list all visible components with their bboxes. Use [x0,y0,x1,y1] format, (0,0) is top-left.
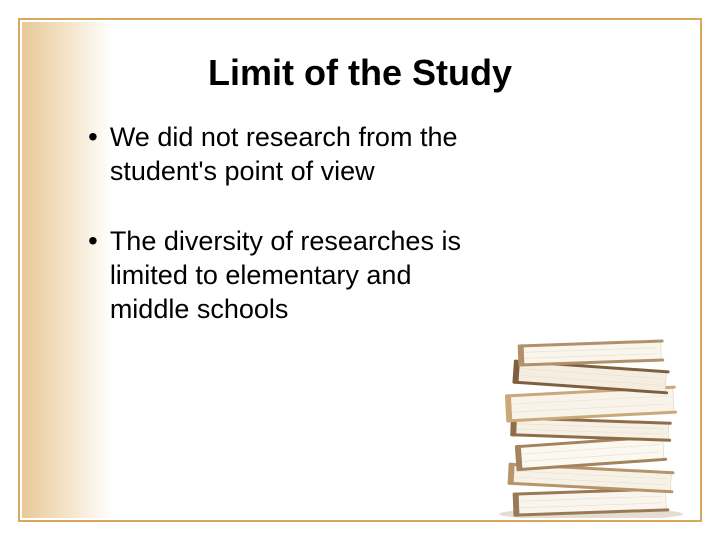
bullet-text: The diversity of researches is limited t… [110,224,478,326]
bullet-list: • We did not research from the student's… [88,120,478,362]
slide-title: Limit of the Study [0,52,720,94]
bullet-text: We did not research from the student's p… [110,120,478,188]
bullet-item: • We did not research from the student's… [88,120,478,188]
bullet-dot: • [88,224,98,258]
bullet-dot: • [88,120,98,154]
bullet-item: • The diversity of researches is limited… [88,224,478,326]
book-stack-image [491,238,686,518]
